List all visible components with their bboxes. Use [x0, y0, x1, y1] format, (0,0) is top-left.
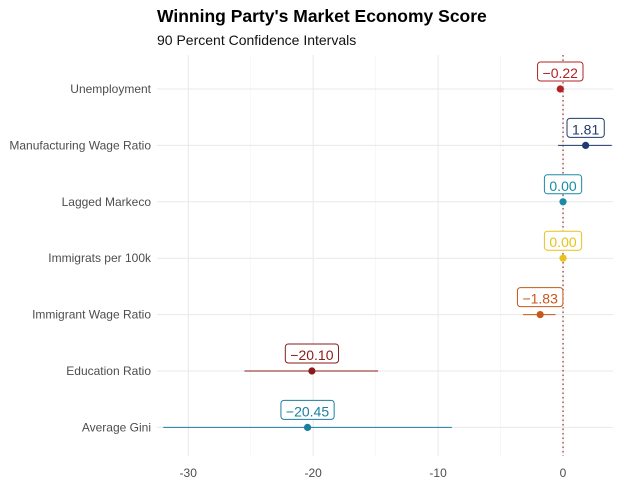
- data-label-box: [280, 399, 335, 420]
- data-label-box: [537, 61, 584, 82]
- y-tick-label: Lagged Markeco: [62, 195, 152, 209]
- chart-subtitle: 90 Percent Confidence Intervals: [157, 32, 357, 48]
- data-label-box: [566, 117, 605, 138]
- point-estimate: [559, 254, 567, 262]
- y-tick-label: Unemployment: [70, 82, 151, 96]
- point-estimate: [559, 198, 567, 206]
- y-tick-label: Immigrats per 100k: [48, 251, 152, 265]
- y-tick-label: Average Gini: [82, 420, 151, 434]
- chart-title: Winning Party's Market Economy Score: [157, 6, 487, 26]
- point-estimate: [536, 311, 544, 319]
- x-tick-label: 0: [560, 466, 567, 480]
- point-estimate: [303, 423, 312, 431]
- x-tick-label: -30: [180, 466, 198, 480]
- data-label-box: [284, 343, 340, 364]
- data-label: −0.22: [543, 65, 579, 81]
- data-label: 0.00: [549, 234, 576, 250]
- data-label-box: [516, 287, 564, 308]
- data-label-box: [543, 230, 583, 251]
- x-tick-label: -20: [304, 466, 322, 480]
- point-estimate: [308, 367, 316, 375]
- data-label-box: [543, 174, 583, 195]
- data-label: −20.45: [286, 403, 329, 419]
- x-tick-label: -10: [429, 466, 447, 480]
- y-tick-label: Immigrant Wage Ratio: [32, 308, 151, 322]
- data-label: 1.81: [572, 121, 599, 137]
- data-label: 0.00: [549, 178, 576, 194]
- data-label: −20.10: [290, 347, 333, 363]
- y-tick-label: Education Ratio: [66, 364, 151, 378]
- y-tick-label: Manufacturing Wage Ratio: [9, 138, 151, 152]
- point-estimate: [582, 141, 590, 149]
- point-estimate: [556, 85, 564, 93]
- data-label: −1.83: [522, 291, 558, 307]
